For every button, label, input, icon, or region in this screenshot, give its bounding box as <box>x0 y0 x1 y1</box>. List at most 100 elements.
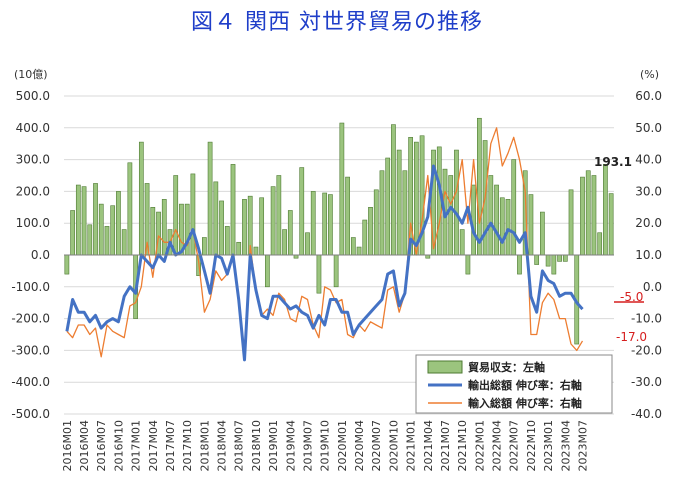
x-tick-label: 2020M01 <box>336 420 349 471</box>
balance-bar <box>356 246 362 256</box>
x-tick-label: 2019M10 <box>319 420 332 471</box>
balance-bar <box>150 207 156 256</box>
balance-bar <box>540 211 545 256</box>
x-tick-label: 2023M01 <box>542 420 555 471</box>
y-right-tick-label: 40.0 <box>635 153 662 167</box>
y-left-tick-label: 400.0 <box>16 121 50 135</box>
x-tick-label: 2019M04 <box>284 420 297 471</box>
balance-bar <box>161 199 167 256</box>
balance-bar <box>116 191 121 256</box>
balance-bar <box>551 254 557 275</box>
balance-bar <box>236 241 242 256</box>
balance-bar <box>110 205 116 256</box>
balance-bar <box>173 175 179 256</box>
right-axis-unit: (%) <box>640 68 659 81</box>
x-tick-label: 2016M04 <box>78 420 91 471</box>
balance-bar <box>597 232 603 256</box>
balance-bar <box>534 254 540 265</box>
balance-bar <box>511 159 517 256</box>
y-left-tick-label: 200.0 <box>16 184 50 198</box>
balance-bar <box>310 191 316 256</box>
series-lines <box>65 127 584 362</box>
balance-bar <box>93 183 98 256</box>
y-left-tick-label: -200.0 <box>11 312 50 326</box>
balance-bar <box>305 232 310 256</box>
balance-bar <box>333 254 339 288</box>
balance-bar <box>265 254 270 288</box>
y-right-tick-label: 50.0 <box>635 121 662 135</box>
y-left-tick-label: 300.0 <box>16 153 50 167</box>
x-tick-label: 2022M07 <box>508 420 521 471</box>
balance-bar <box>328 194 333 256</box>
balance-bar <box>213 181 219 256</box>
balance-bar <box>477 117 482 256</box>
balance-bar <box>282 229 287 256</box>
y-left-tick-label: -300.0 <box>11 343 50 357</box>
balance-bar <box>580 176 585 256</box>
x-tick-label: 2018M10 <box>250 420 263 471</box>
balance-bar <box>230 164 236 256</box>
y-right-tick-label: 30.0 <box>635 184 662 198</box>
balance-bar <box>345 176 350 256</box>
balance-bar <box>454 149 459 256</box>
x-tick-label: 2017M10 <box>181 420 194 471</box>
balance-bar <box>138 141 144 256</box>
axes: 500.0 60.0 400.0 50.0 300.0 40.0 200.0 30.0 100.… <box>11 89 662 471</box>
x-tick-label: 2023M04 <box>559 420 572 471</box>
balance-bar <box>121 229 127 256</box>
legend: 貿易収支：左軸 輸出総額 伸び率：右軸 輸入総額 伸び率：右軸 <box>415 354 613 414</box>
x-tick-label: 2022M04 <box>491 420 504 471</box>
x-tick-label: 2017M01 <box>130 420 143 471</box>
balance-bar <box>603 164 608 256</box>
balance-bar <box>316 254 322 294</box>
x-tick-label: 2020M04 <box>353 420 366 471</box>
x-tick-label: 2016M07 <box>95 420 108 471</box>
balance-bar <box>591 175 597 256</box>
balance-bar <box>242 199 247 256</box>
x-tick-label: 2018M04 <box>216 420 229 471</box>
balance-bar <box>70 210 75 256</box>
legend-label-balance: 貿易収支：左軸 <box>468 360 545 374</box>
x-tick-label: 2021M04 <box>422 420 435 471</box>
balance-bar <box>322 192 328 256</box>
legend-label-import: 輸入総額 伸び率：右軸 <box>468 396 582 410</box>
legend-swatch-balance <box>427 360 463 374</box>
y-right-tick-label: 10.0 <box>635 248 662 262</box>
x-tick-label: 2016M10 <box>112 420 125 471</box>
x-tick-label: 2021M01 <box>405 420 418 471</box>
balance-bar <box>350 237 356 256</box>
balance-bar <box>207 141 213 256</box>
balance-bar <box>253 246 259 256</box>
import-growth-line <box>66 127 584 361</box>
balance-bar <box>385 157 391 256</box>
balance-bar <box>368 207 373 256</box>
balance-bar <box>459 229 465 256</box>
balance-bar <box>402 170 408 256</box>
balance-bar <box>562 254 568 262</box>
balance-bar <box>81 186 87 256</box>
balance-bar <box>545 254 551 267</box>
y-right-tick-label: 20.0 <box>635 216 662 230</box>
annotation-balance-last: 193.1 <box>594 155 632 169</box>
balance-bar <box>190 173 196 256</box>
balance-bar <box>64 254 70 275</box>
x-tick-label: 2023M07 <box>577 420 590 471</box>
x-tick-label: 2022M01 <box>473 420 486 471</box>
balance-bars <box>64 117 614 345</box>
balance-bar <box>585 170 591 256</box>
balance-bar <box>465 254 471 275</box>
balance-bar <box>391 124 396 256</box>
balance-bar <box>557 254 562 262</box>
x-tick-label: 2017M07 <box>164 420 177 471</box>
balance-bar <box>608 193 614 256</box>
balance-bar <box>219 200 224 256</box>
y-right-tick-label: 0.0 <box>643 280 662 294</box>
balance-bar <box>373 189 379 256</box>
balance-bar <box>379 170 385 256</box>
x-tick-label: 2020M10 <box>387 420 400 471</box>
y-right-tick-label: -40.0 <box>631 407 662 421</box>
balance-bar <box>362 219 368 256</box>
balance-bar <box>224 226 230 256</box>
x-tick-label: 2017M04 <box>147 420 160 471</box>
